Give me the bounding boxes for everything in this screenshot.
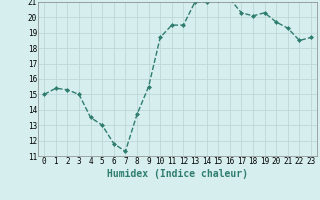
X-axis label: Humidex (Indice chaleur): Humidex (Indice chaleur)	[107, 169, 248, 179]
